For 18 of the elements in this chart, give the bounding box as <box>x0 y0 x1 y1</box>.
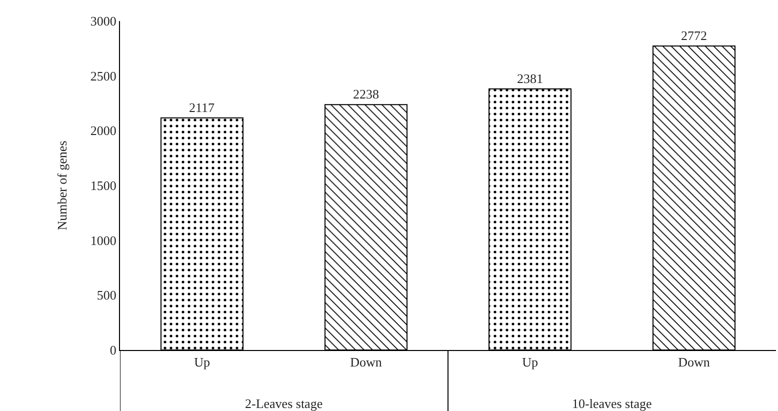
x-tick-label: Down <box>350 354 382 370</box>
x-tick-label: Up <box>194 354 210 370</box>
y-tick-label: 0 <box>110 342 116 358</box>
data-label: 2238 <box>353 86 379 102</box>
y-tick-label: 1000 <box>90 232 116 248</box>
y-tick-label: 500 <box>96 288 116 303</box>
x-tick-label: Down <box>678 354 710 370</box>
text: 2-Leaves stage <box>245 396 323 411</box>
y-tick-label: 3000 <box>90 14 116 29</box>
x-tick-label: Up <box>522 354 538 370</box>
y-tick-label: 2000 <box>90 123 116 138</box>
y-tick-label: 2500 <box>90 68 116 84</box>
data-label: 2381 <box>517 70 543 86</box>
text: 10-leaves stage <box>572 396 652 411</box>
data-label: 2117 <box>188 100 216 115</box>
data-label: 2772 <box>681 28 707 43</box>
y-tick-label: 1500 <box>90 178 116 194</box>
y-axis-title: Number of genes <box>54 140 70 230</box>
